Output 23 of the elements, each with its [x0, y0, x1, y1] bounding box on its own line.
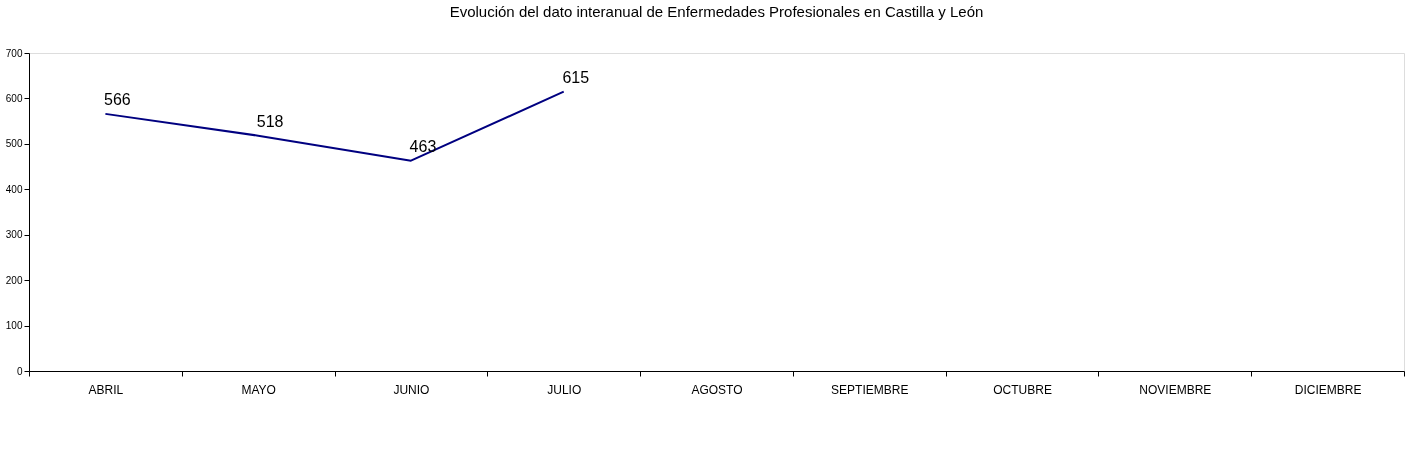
data-label: 615: [562, 68, 590, 86]
y-tick-label: 600: [5, 92, 23, 104]
x-tick-label: NOVIEMBRE: [1139, 382, 1212, 397]
y-tick-label: 300: [5, 229, 23, 241]
x-tick-label: SEPTIEMBRE: [831, 382, 909, 397]
x-tick-label: AGOSTO: [691, 382, 743, 397]
y-tick-label: 700: [5, 47, 23, 59]
y-tick-label: 0: [16, 365, 23, 377]
y-tick-label: 200: [5, 274, 23, 286]
x-tick-label: DICIEMBRE: [1294, 382, 1362, 397]
chart-title: Evolución del dato interanual de Enfermedades Profesionales en Castilla y León: [449, 3, 984, 20]
data-label: 566: [104, 90, 131, 108]
line-series: [104, 90, 565, 162]
x-tick-label: ABRIL: [88, 382, 124, 397]
y-tick-label: 400: [5, 183, 23, 195]
x-tick-label: JUNIO: [393, 382, 430, 397]
data-label: 518: [256, 112, 284, 130]
data-label: 463: [409, 137, 437, 155]
x-tick-label: OCTUBRE: [993, 382, 1052, 397]
x-tick-label: JULIO: [547, 382, 582, 397]
y-tick-label: 500: [5, 138, 23, 150]
y-tick-label: 100: [5, 320, 23, 332]
x-tick-label: MAYO: [241, 382, 276, 397]
